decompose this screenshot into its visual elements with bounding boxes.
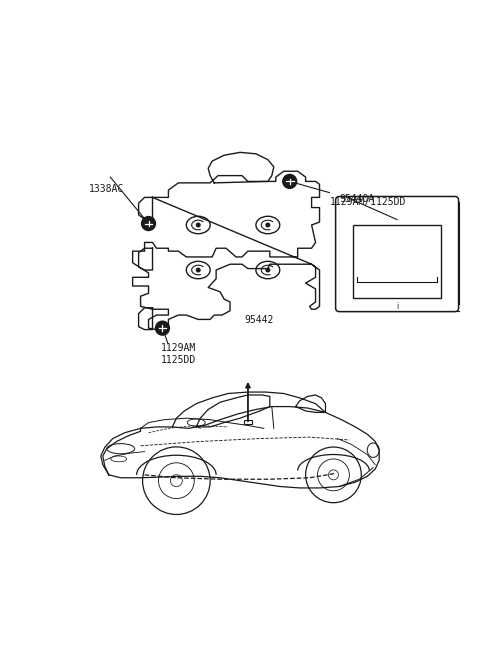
Circle shape [196,223,200,227]
Circle shape [266,223,270,227]
Bar [353,225,441,298]
Text: 1125DD: 1125DD [160,355,196,365]
Circle shape [142,217,156,231]
Circle shape [156,321,169,335]
Text: i: i [396,302,398,311]
Text: 1129AM: 1129AM [160,343,196,353]
Circle shape [266,268,270,272]
Circle shape [196,268,200,272]
Text: 1129AM/1125DD: 1129AM/1125DD [329,197,406,208]
Text: 95442: 95442 [244,315,273,325]
Text: 1338AC: 1338AC [89,185,124,194]
FancyBboxPatch shape [336,196,458,311]
Text: 95440A: 95440A [339,194,375,204]
Circle shape [283,175,297,189]
Bar [244,420,252,424]
